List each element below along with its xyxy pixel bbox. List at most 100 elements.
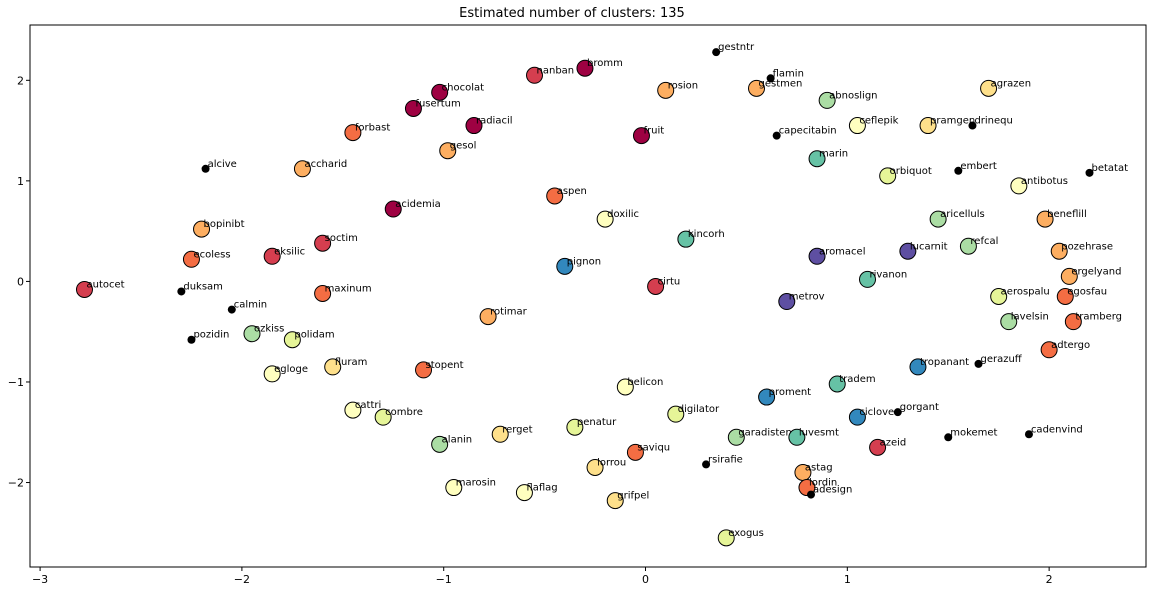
point-marker [727, 428, 745, 446]
point-label: betatat [1091, 163, 1128, 174]
point-marker [201, 164, 210, 173]
point-label: capecitabin [779, 126, 837, 137]
point-marker [919, 117, 937, 135]
point-marker [959, 237, 977, 255]
point-label: digilator [678, 404, 720, 415]
point-label: rsirafie [708, 454, 743, 465]
point-marker [772, 131, 781, 140]
point-label: fusertum [415, 98, 460, 109]
x-tick-label: 2 [1046, 573, 1053, 586]
point-marker [758, 388, 776, 406]
data-point: chocolat [431, 82, 484, 101]
point-marker [808, 150, 826, 168]
data-point: mokemet [944, 427, 998, 442]
point-label: cattri [355, 400, 381, 411]
point-marker [283, 331, 301, 349]
data-point: marin [808, 149, 848, 168]
point-marker [445, 479, 463, 497]
point-marker [404, 99, 422, 117]
point-marker [566, 418, 584, 436]
point-marker [954, 166, 963, 175]
point-marker [909, 358, 927, 376]
data-point: acidemia [384, 199, 441, 218]
data-point: gerazuff [974, 354, 1023, 368]
y-tick-label: 0 [17, 275, 24, 288]
point-label: flamin [773, 68, 804, 79]
point-label: abnoslign [829, 90, 877, 101]
point-marker [293, 160, 311, 178]
data-point: luvesmt [788, 427, 839, 446]
point-label: mokemet [950, 427, 997, 438]
data-point: rotimar [479, 307, 528, 326]
data-point: digilator [667, 404, 720, 423]
data-point: forbast [344, 123, 390, 142]
data-point: eksilic [263, 246, 305, 265]
point-marker [1000, 313, 1018, 331]
point-marker [899, 242, 917, 260]
data-point: pozidin [187, 330, 229, 344]
point-marker [647, 277, 665, 295]
point-marker [766, 74, 775, 83]
point-marker [431, 435, 449, 453]
point-label: astag [805, 462, 833, 473]
point-marker [974, 359, 983, 368]
data-point: cicloven [848, 407, 901, 426]
data-point: rsirafie [702, 454, 743, 469]
point-marker [657, 81, 675, 99]
point-label: forbast [355, 123, 390, 134]
data-point: pozehrase [1050, 241, 1113, 260]
point-label: aspen [557, 186, 587, 197]
data-point: gestmen [748, 78, 802, 97]
point-label: gerazuff [980, 354, 1022, 365]
data-point: antibotus [1010, 176, 1068, 195]
point-marker [1040, 341, 1058, 359]
point-label: lucarnit [910, 241, 948, 252]
data-point: ergelyand [1060, 266, 1121, 285]
point-label: orbiquot [890, 166, 932, 177]
data-point: astag [794, 462, 833, 481]
ticks-layer: −3 −2 −1 0 1 2 −2 −1 0 1 2 [8, 74, 1053, 586]
point-label: cadenvind [1031, 424, 1083, 435]
point-label: lorrou [597, 457, 626, 468]
point-label: nanban [537, 65, 575, 76]
data-point: marosin [445, 478, 496, 497]
point-marker [576, 59, 594, 77]
point-label: egosfau [1067, 287, 1107, 298]
point-label: embert [960, 161, 997, 172]
point-label: rotimar [490, 307, 528, 318]
data-point: egloge [263, 364, 308, 383]
point-marker [818, 91, 836, 109]
point-marker [479, 308, 497, 326]
point-marker [546, 187, 564, 205]
point-label: azeid [880, 437, 907, 448]
data-point: accharid [293, 159, 347, 178]
point-marker [828, 375, 846, 393]
data-point: betatat [1085, 163, 1128, 177]
data-point: tropanant [909, 357, 969, 376]
point-label: chocolat [442, 82, 484, 93]
point-label: refcal [970, 236, 998, 247]
point-label: saviqu [637, 442, 670, 453]
point-marker [990, 288, 1008, 306]
x-tick-label: −2 [234, 573, 250, 586]
point-label: agrazen [991, 78, 1031, 89]
point-marker [980, 79, 998, 97]
data-point: fluram [324, 357, 367, 376]
point-label: combre [385, 407, 423, 418]
point-label: antibotus [1021, 176, 1068, 187]
data-point: pramgen [919, 116, 975, 135]
point-label: soctim [325, 233, 358, 244]
data-point: polidam [283, 330, 335, 349]
data-point: cattri [344, 400, 381, 419]
data-point: adtergo [1040, 340, 1090, 359]
point-label: adtergo [1051, 340, 1090, 351]
point-marker [616, 378, 634, 396]
point-label: polidam [294, 330, 334, 341]
data-point: orbiquot [879, 166, 932, 185]
point-label: radiacil [476, 116, 513, 127]
point-label: pozehrase [1061, 241, 1113, 252]
data-point: calmin [227, 300, 267, 314]
data-point: tradem [828, 374, 876, 393]
data-point: radiacil [465, 116, 513, 135]
